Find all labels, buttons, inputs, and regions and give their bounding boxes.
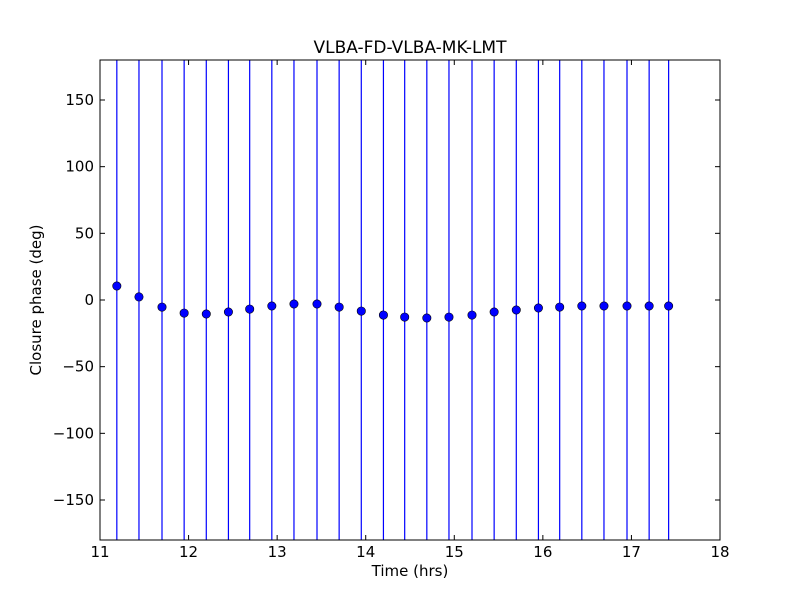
data-point [334, 302, 344, 312]
x-tick-label: 11 [90, 543, 109, 561]
x-axis-label: Time (hrs) [371, 562, 449, 580]
x-tick-label: 13 [268, 543, 287, 561]
data-point [179, 308, 189, 318]
x-tick-label: 18 [710, 543, 729, 561]
data-point [664, 301, 674, 311]
y-tick-label: 50 [75, 224, 94, 242]
data-point [622, 301, 632, 311]
data-point [356, 306, 366, 316]
y-axis-label: Closure phase (deg) [27, 225, 45, 376]
data-point [422, 313, 432, 323]
data-point [644, 301, 654, 311]
x-tick-label: 17 [622, 543, 641, 561]
data-point [511, 305, 521, 315]
x-tick-label: 12 [179, 543, 198, 561]
data-point [400, 312, 410, 322]
data-point [577, 301, 587, 311]
chart-title: VLBA-FD-VLBA-MK-LMT [313, 38, 507, 58]
data-point [112, 281, 122, 291]
x-tick-label: 15 [445, 543, 464, 561]
data-point [157, 302, 167, 312]
data-point [378, 310, 388, 320]
x-tick-label: 16 [533, 543, 552, 561]
data-point [444, 312, 454, 322]
data-point [223, 307, 233, 317]
y-tick-label: 0 [84, 291, 94, 309]
data-point [134, 292, 144, 302]
data-point [289, 299, 299, 309]
y-tick-label: −150 [53, 491, 94, 509]
data-point [201, 309, 211, 319]
data-point [267, 301, 277, 311]
data-point [533, 303, 543, 313]
y-tick-label: −50 [62, 358, 94, 376]
data-point [245, 304, 255, 314]
data-point [489, 307, 499, 317]
y-tick-label: 100 [65, 158, 94, 176]
x-tick-label: 14 [356, 543, 375, 561]
data-point [599, 301, 609, 311]
y-tick-label: 150 [65, 91, 94, 109]
data-point [467, 310, 477, 320]
data-point [555, 302, 565, 312]
y-tick-label: −100 [53, 424, 94, 442]
data-point [312, 299, 322, 309]
